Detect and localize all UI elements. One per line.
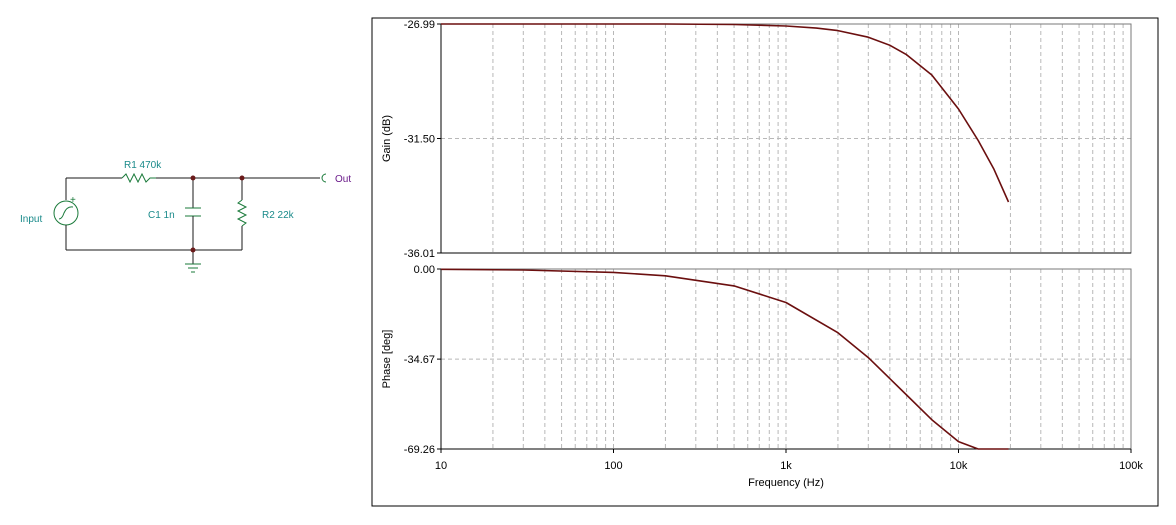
x-tick-label: 100k — [1119, 460, 1143, 472]
y-axis-title: Phase [deg] — [381, 330, 393, 389]
y-tick-label: -26.99 — [404, 19, 435, 31]
y-tick-label: -36.01 — [404, 248, 435, 260]
circuit-schematic: Out + Input C1 1n R2 22k R1 470k — [20, 160, 351, 273]
y-axis-title: Gain (dB) — [381, 115, 393, 162]
series-line — [441, 23, 1010, 203]
source-plus-sign: + — [70, 195, 76, 206]
gain-panel: -26.99 -31.50 -36.01 Gain (dB) — [381, 19, 1132, 260]
r2-label: R2 22k — [262, 210, 295, 221]
x-tick-label: 10 — [435, 460, 447, 472]
out-terminal-icon — [321, 173, 327, 183]
out-label: Out — [335, 174, 351, 185]
y-tick-label: -69.26 — [404, 444, 435, 456]
x-tick-label: 100 — [604, 460, 622, 472]
y-tick-label: -34.67 — [404, 354, 435, 366]
junction-dot — [190, 247, 196, 253]
phase-panel: 0.00 -34.67 -69.26 Phase [deg] 10 100 1k 10k 100… — [381, 264, 1143, 489]
source-waveform-icon — [58, 206, 74, 220]
x-tick-label: 1k — [780, 460, 792, 472]
series-line — [440, 268, 1009, 450]
ground-icon — [185, 263, 201, 273]
junction-dot — [190, 175, 196, 181]
r2-resistor-symbol — [236, 199, 248, 227]
x-tick-label: 10k — [950, 460, 968, 472]
y-tick-label: -31.50 — [404, 134, 435, 146]
r1-label: R1 470k — [124, 160, 162, 171]
y-tick-label: 0.00 — [414, 264, 435, 276]
r1-resistor-symbol — [121, 172, 156, 184]
c1-label: C1 1n — [148, 210, 175, 221]
x-axis-title: Frequency (Hz) — [748, 477, 824, 489]
junction-dot — [239, 175, 245, 181]
input-label: Input — [20, 214, 42, 225]
